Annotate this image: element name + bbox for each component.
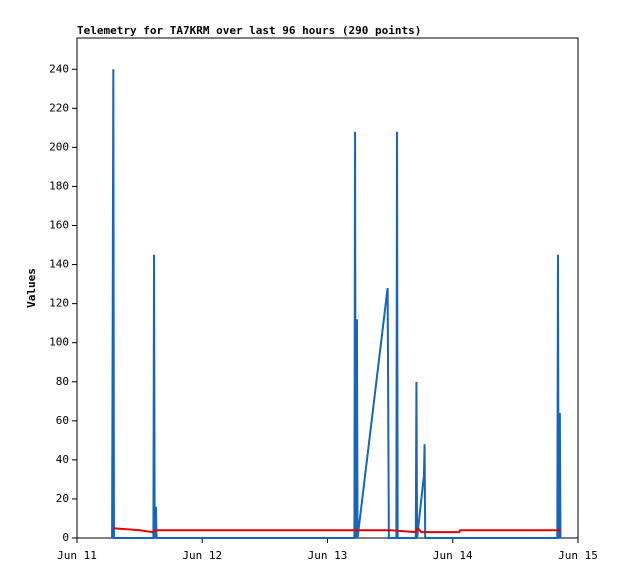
x-tick-label: Jun 13 xyxy=(308,549,348,562)
x-tick-label: Jun 14 xyxy=(433,549,473,562)
y-axis-label: Values xyxy=(25,268,38,308)
x-tick-label: Jun 12 xyxy=(182,549,222,562)
chart-title: Telemetry for TA7KRM over last 96 hours … xyxy=(77,24,421,37)
y-tick-label: 240 xyxy=(49,62,69,75)
y-tick-label: 160 xyxy=(49,219,69,232)
x-tick-label: Jun 15 xyxy=(558,549,598,562)
y-tick-label: 120 xyxy=(49,297,69,310)
y-tick-label: 0 xyxy=(62,531,69,544)
y-tick-label: 220 xyxy=(49,101,69,114)
y-tick-label: 40 xyxy=(56,453,69,466)
series-line xyxy=(111,69,562,539)
plot-frame xyxy=(76,37,579,539)
y-tick-label: 20 xyxy=(56,492,69,505)
y-tick-label: 180 xyxy=(49,179,69,192)
y-tick-label: 140 xyxy=(49,258,69,271)
x-tick-label: Jun 11 xyxy=(57,549,97,562)
y-tick-label: 100 xyxy=(49,336,69,349)
series-line xyxy=(113,526,561,534)
y-tick-label: 200 xyxy=(49,140,69,153)
y-tick-label: 80 xyxy=(56,375,69,388)
y-tick-label: 60 xyxy=(56,414,69,427)
